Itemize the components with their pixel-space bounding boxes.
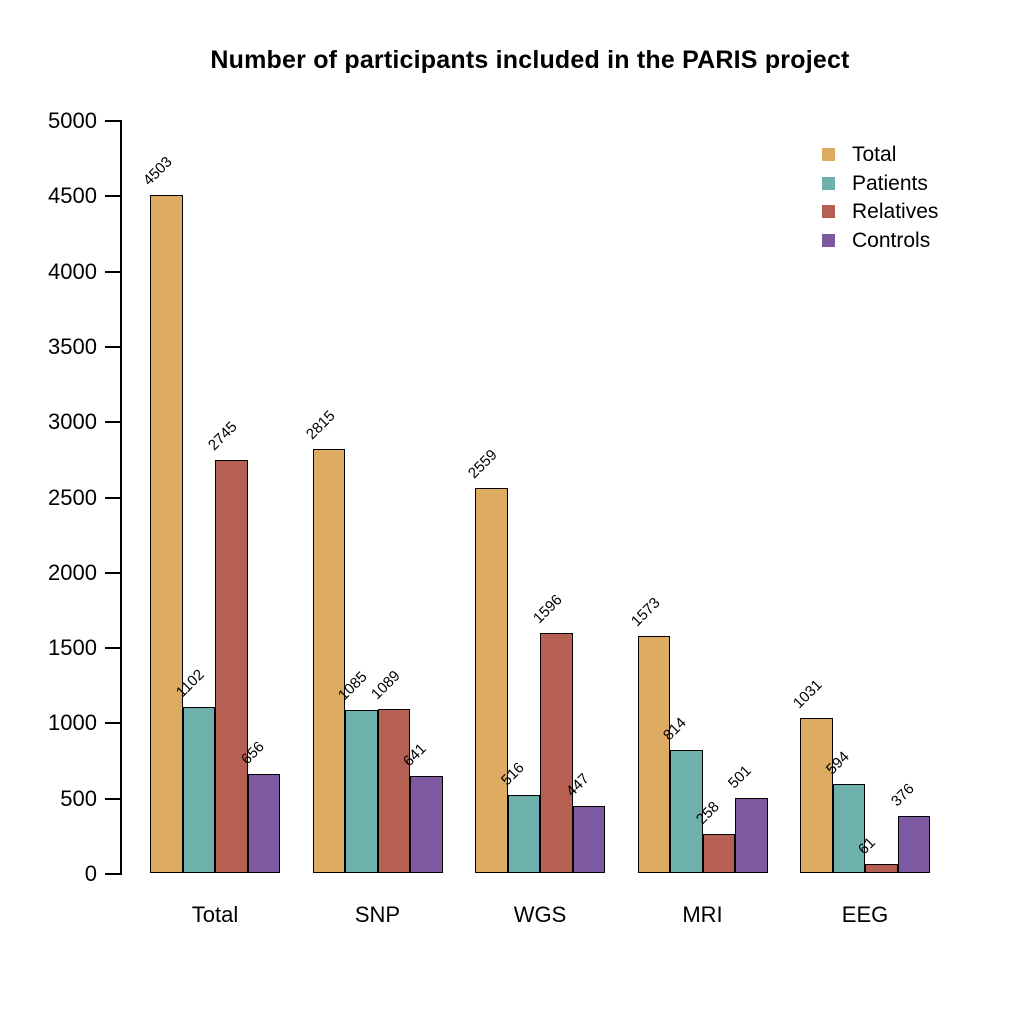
y-tick-label: 3500 <box>48 333 97 359</box>
y-tick <box>105 120 120 122</box>
legend-item: Patients <box>822 171 982 195</box>
y-tick-label: 5000 <box>48 108 97 133</box>
y-tick <box>105 873 120 875</box>
bar-value-label: 2745 <box>204 417 241 454</box>
bar-value-label: 4503 <box>139 153 176 189</box>
bar <box>540 632 573 873</box>
y-tick <box>105 647 120 650</box>
bar-value-label: 1089 <box>367 667 404 703</box>
bar <box>865 863 898 873</box>
x-category-label: EEG <box>841 902 889 927</box>
y-tick <box>105 496 120 499</box>
bar-value-label: 1031 <box>789 676 826 712</box>
bar <box>832 783 865 873</box>
bar <box>637 636 670 873</box>
y-tick-label: 500 <box>60 785 97 811</box>
x-category-label: WGS <box>513 902 567 927</box>
y-tick <box>105 421 120 424</box>
bar <box>377 708 410 873</box>
y-tick <box>105 797 120 800</box>
y-tick-label: 1000 <box>48 710 97 736</box>
legend-label: Controls <box>852 228 931 252</box>
y-tick <box>105 722 120 725</box>
x-category-label: SNP <box>354 902 401 927</box>
bar <box>475 487 508 873</box>
y-tick <box>105 571 120 574</box>
bar <box>150 194 183 873</box>
legend-swatch <box>822 233 835 247</box>
x-category-label: Total <box>191 902 239 927</box>
y-tick-label: 3000 <box>48 409 97 435</box>
legend-swatch <box>822 148 835 161</box>
y-tick-label: 2500 <box>48 484 97 510</box>
bar <box>897 816 930 873</box>
y-tick-label: 4000 <box>48 258 97 284</box>
legend-item: Relatives <box>822 201 982 223</box>
legend-item: Controls <box>822 228 982 252</box>
y-tick <box>105 195 120 198</box>
bar <box>215 459 248 873</box>
bar <box>670 750 703 873</box>
y-tick-label: 2000 <box>48 559 97 585</box>
bar <box>247 774 280 873</box>
bar <box>410 776 443 873</box>
bar <box>702 834 735 873</box>
bar-value-label: 2815 <box>302 407 339 444</box>
bar-value-label: 1596 <box>529 591 566 627</box>
y-tick-label: 4500 <box>48 183 97 209</box>
bar <box>572 805 605 873</box>
y-tick-label: 1500 <box>48 635 97 661</box>
y-tick-label: 0 <box>84 861 97 886</box>
legend-swatch <box>822 176 835 190</box>
legend-label: Patients <box>852 171 928 195</box>
bar-value-label: 2559 <box>464 445 501 482</box>
y-tick <box>105 270 120 273</box>
bar <box>800 717 833 873</box>
legend-swatch <box>822 205 835 219</box>
chart-title: Number of participants included in the P… <box>210 46 850 74</box>
legend-item: Total <box>822 144 982 166</box>
bar-value-label: 376 <box>887 780 918 811</box>
y-axis-line <box>120 120 122 875</box>
x-category-label: MRI <box>682 902 723 927</box>
legend-label: Relatives <box>852 200 939 224</box>
bar <box>507 795 540 873</box>
bar <box>735 797 768 873</box>
bar-value-label: 1573 <box>627 594 664 631</box>
bar <box>312 449 345 873</box>
bar <box>182 707 215 873</box>
y-tick <box>105 345 120 348</box>
legend-label: Total <box>852 143 897 166</box>
bar <box>345 709 378 873</box>
bar-value-label: 501 <box>724 761 755 792</box>
